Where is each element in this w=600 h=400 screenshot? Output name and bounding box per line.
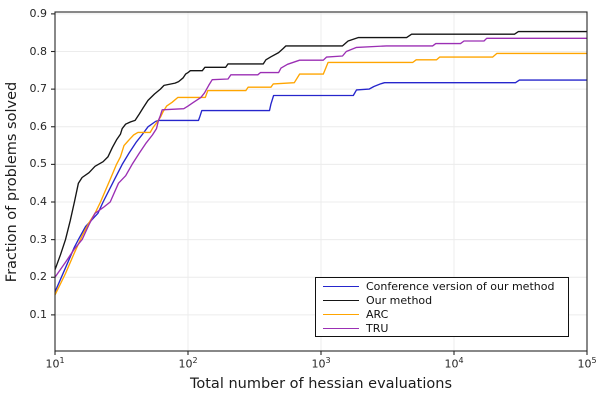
y-tick-label: 0.8 [29,44,48,58]
legend-item-label: Conference version of our method [366,279,555,293]
legend-item-label: Our method [366,293,433,307]
y-tick-label: 0.5 [29,157,48,171]
legend-item: Conference version of our method [316,280,568,293]
x-tick-label: 105 [577,356,597,371]
legend-item: Our method [316,294,568,307]
x-tick-label: 103 [311,356,331,371]
legend-line-swatch [323,299,359,301]
legend-item-label: TRU [366,321,389,335]
y-tick-label: 0.6 [29,119,48,133]
y-tick-label: 0.4 [29,195,48,208]
legend: Conference version of our method Our met… [315,277,569,337]
y-tick-label: 0.2 [29,270,48,284]
legend-line-swatch [323,285,359,287]
y-tick-label: 0.1 [29,307,48,321]
x-tick-label: 101 [45,356,65,371]
y-tick-label: 0.3 [29,232,48,246]
legend-line-swatch [323,313,359,315]
x-axis-label: Total number of hessian evaluations [189,376,452,392]
y-tick-label: 0.7 [29,82,48,96]
y-tick-label: 0.9 [29,6,48,20]
x-tick-label: 104 [444,356,464,371]
legend-line-swatch [323,327,359,329]
y-axis-label: Fraction of problems solved [4,81,20,283]
legend-item: TRU [316,322,568,335]
legend-item-label: ARC [366,307,389,321]
legend-item: ARC [316,308,568,321]
x-tick-label: 102 [178,356,198,371]
